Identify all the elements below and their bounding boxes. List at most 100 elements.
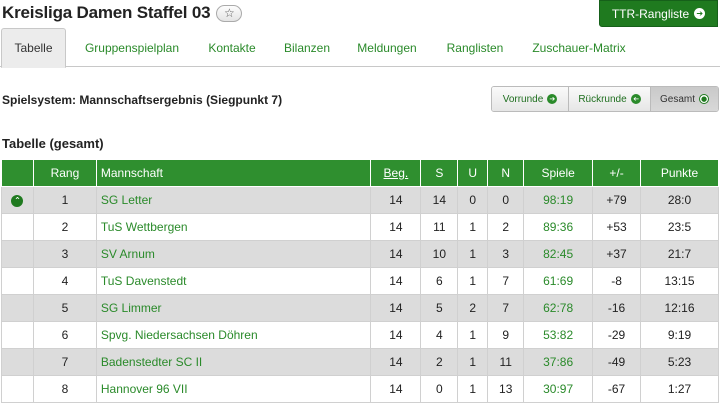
team-link[interactable]: Spvg. Niedersachsen Döhren xyxy=(95,320,372,349)
promotion-cell xyxy=(1,212,34,241)
punkte-cell: 21:7 xyxy=(640,239,719,268)
beg-cell: 14 xyxy=(370,239,422,268)
arrow-right-icon: ➔ xyxy=(694,8,706,19)
team-link[interactable]: SG Limmer xyxy=(95,293,372,322)
rueckrunde-button[interactable]: Rückrunde ➔ xyxy=(569,87,651,111)
table-row: 6 Spvg. Niedersachsen Döhren 14 4 1 9 53… xyxy=(1,320,719,349)
promotion-cell xyxy=(1,320,34,349)
team-link[interactable]: Badenstedter SC II xyxy=(95,347,372,376)
punkte-cell: 28:0 xyxy=(640,185,719,214)
diff-cell: +37 xyxy=(592,239,642,268)
title-row: Kreisliga Damen Staffel 03 ☆ xyxy=(2,2,243,24)
rang-cell: 3 xyxy=(32,239,97,268)
favorite-star-icon[interactable]: ☆ xyxy=(216,4,243,22)
s-cell: 2 xyxy=(420,347,459,376)
tab-tabelle[interactable]: Tabelle xyxy=(1,28,66,68)
round-selector: Vorrunde ➔ Rückrunde ➔ Gesamt ● xyxy=(491,86,719,112)
team-link[interactable]: TuS Davenstedt xyxy=(95,266,372,295)
spiele-cell: 61:69 xyxy=(523,266,594,295)
n-cell: 7 xyxy=(487,293,525,322)
spiele-cell: 98:19 xyxy=(523,185,594,214)
diff-cell: +79 xyxy=(592,185,642,214)
vorrunde-label: Vorrunde xyxy=(502,93,544,105)
header-s: S xyxy=(420,160,459,187)
header-beg[interactable]: Beg. xyxy=(370,160,422,187)
gesamt-button[interactable]: Gesamt ● xyxy=(651,87,718,111)
n-cell: 2 xyxy=(487,212,525,241)
rueckrunde-label: Rückrunde xyxy=(578,93,627,105)
table-row: 2 TuS Wettbergen 14 11 1 2 89:36 +53 23:… xyxy=(1,212,719,241)
table-row: 5 SG Limmer 14 5 2 7 62:78 -16 12:16 xyxy=(1,293,719,322)
rang-cell: 7 xyxy=(32,347,97,376)
spielsystem-label: Spielsystem: Mannschaftsergebnis (Siegpu… xyxy=(2,93,283,107)
promotion-cell xyxy=(1,347,34,376)
punkte-cell: 12:16 xyxy=(640,293,719,322)
header-mannschaft: Mannschaft xyxy=(95,160,372,187)
s-cell: 6 xyxy=(420,266,459,295)
rang-cell: 1 xyxy=(32,185,97,214)
u-cell: 2 xyxy=(457,293,489,322)
diff-cell: -16 xyxy=(592,293,642,322)
tab-meldungen[interactable]: Meldungen xyxy=(357,40,417,55)
diff-cell: -8 xyxy=(592,266,642,295)
ttr-rangliste-button[interactable]: TTR-Rangliste ➔ xyxy=(599,0,718,27)
punkte-cell: 9:19 xyxy=(640,320,719,349)
spiele-cell: 37:86 xyxy=(523,347,594,376)
spiele-cell: 30:97 xyxy=(523,374,594,403)
rang-cell: 4 xyxy=(32,266,97,295)
table-row: 7 Badenstedter SC II 14 2 1 11 37:86 -49… xyxy=(1,347,719,376)
table-row: 4 TuS Davenstedt 14 6 1 7 61:69 -8 13:15 xyxy=(1,266,719,295)
u-cell: 1 xyxy=(457,212,489,241)
tab-kontakte[interactable]: Kontakte xyxy=(208,40,256,55)
u-cell: 1 xyxy=(457,320,489,349)
tab-bar: Tabelle Gruppenspielplan Kontakte Bilanz… xyxy=(0,28,720,68)
team-link[interactable]: Hannover 96 VII xyxy=(95,374,372,403)
table-row: 3 SV Arnum 14 10 1 3 82:45 +37 21:7 xyxy=(1,239,719,268)
punkte-cell: 23:5 xyxy=(640,212,719,241)
header-spiele: Spiele xyxy=(523,160,594,187)
s-cell: 10 xyxy=(420,239,459,268)
team-link[interactable]: TuS Wettbergen xyxy=(95,212,372,241)
team-link[interactable]: SV Arnum xyxy=(95,239,372,268)
n-cell: 11 xyxy=(487,347,525,376)
vorrunde-button[interactable]: Vorrunde ➔ xyxy=(492,87,569,111)
table-header-row: Rang Mannschaft Beg. S U N Spiele +/- Pu… xyxy=(1,160,719,187)
radio-dot-icon: ● xyxy=(699,94,709,104)
header-u: U xyxy=(457,160,489,187)
header-n: N xyxy=(487,160,525,187)
s-cell: 11 xyxy=(420,212,459,241)
tab-ranglisten[interactable]: Ranglisten xyxy=(446,40,504,55)
ttr-rangliste-label: TTR-Rangliste xyxy=(611,6,690,21)
promotion-cell xyxy=(1,239,34,268)
gesamt-label: Gesamt xyxy=(659,93,695,105)
n-cell: 7 xyxy=(487,266,525,295)
tab-bilanzen[interactable]: Bilanzen xyxy=(283,40,331,55)
rang-cell: 2 xyxy=(32,212,97,241)
beg-cell: 14 xyxy=(370,293,422,322)
u-cell: 1 xyxy=(457,239,489,268)
rang-cell: 8 xyxy=(32,374,97,403)
spiele-cell: 89:36 xyxy=(523,212,594,241)
team-link[interactable]: SG Letter xyxy=(95,185,372,214)
u-cell: 1 xyxy=(457,374,489,403)
table-row: 8 Hannover 96 VII 14 0 1 13 30:97 -67 1:… xyxy=(1,374,719,403)
tab-gruppenspielplan[interactable]: Gruppenspielplan xyxy=(84,40,180,55)
tab-zuschauer-matrix[interactable]: Zuschauer-Matrix xyxy=(532,40,626,55)
n-cell: 3 xyxy=(487,239,525,268)
header-rang: Rang xyxy=(32,160,97,187)
page-title: Kreisliga Damen Staffel 03 xyxy=(2,3,211,22)
s-cell: 4 xyxy=(420,320,459,349)
spiele-cell: 53:82 xyxy=(523,320,594,349)
rang-cell: 6 xyxy=(32,320,97,349)
header-icon-cell xyxy=(1,160,34,187)
header-punkte: Punkte xyxy=(640,160,719,187)
punkte-cell: 13:15 xyxy=(640,266,719,295)
n-cell: 13 xyxy=(487,374,525,403)
n-cell: 9 xyxy=(487,320,525,349)
section-title: Tabelle (gesamt) xyxy=(2,136,104,151)
arrow-right-icon: ➔ xyxy=(547,94,558,104)
s-cell: 0 xyxy=(420,374,459,403)
beg-cell: 14 xyxy=(370,266,422,295)
beg-cell: 14 xyxy=(370,347,422,376)
promotion-arrow-icon: ⌃ xyxy=(11,194,24,207)
